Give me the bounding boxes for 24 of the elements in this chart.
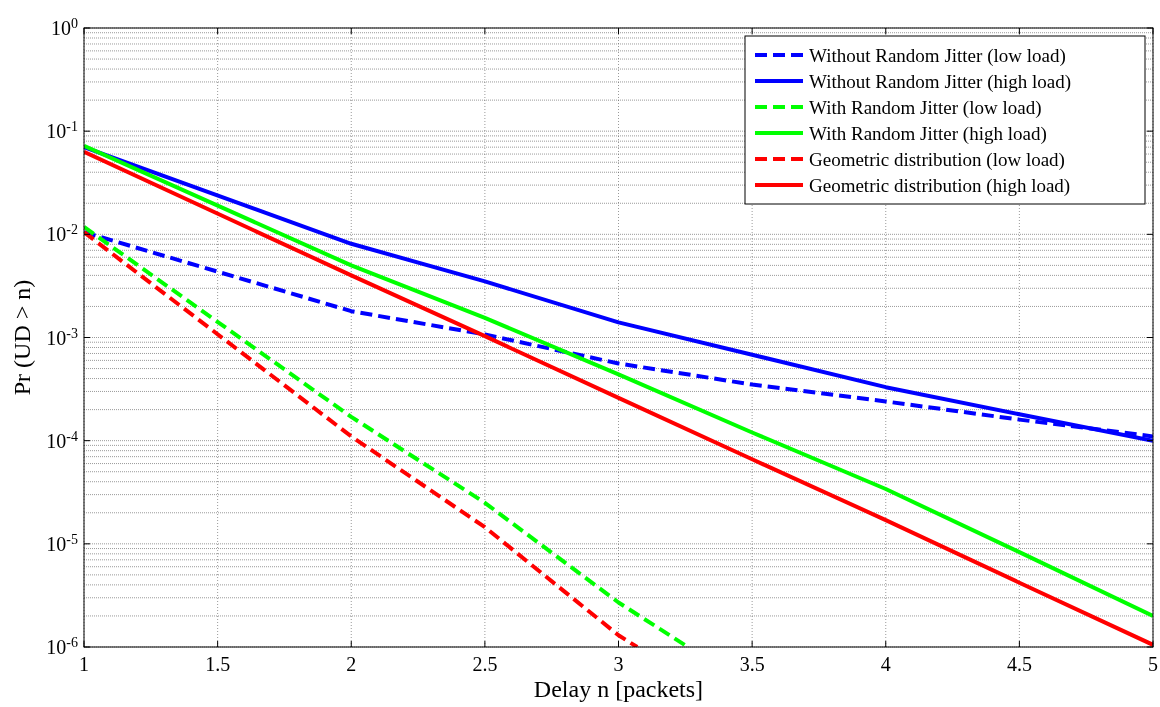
x-tick-label: 5	[1148, 653, 1158, 675]
y-tick-label: 10$^{-5}$	[46, 531, 78, 555]
x-tick-label: 2	[346, 653, 357, 675]
x-tick-label: 4	[880, 653, 891, 675]
x-tick-label: 2.5	[472, 653, 498, 675]
y-tick-label: 10$^{-4}$	[46, 428, 78, 452]
x-tick-label: 1	[79, 653, 89, 675]
y-tick-label: 10$^{-2}$	[46, 221, 78, 246]
y-axis-title: Pr (UD > n)	[9, 279, 35, 396]
x-axis-title: Delay n [packets]	[533, 676, 704, 702]
y-tick-label: 10$^{-1}$	[46, 118, 78, 143]
legend-label: With Random Jitter (high load)	[809, 123, 1047, 145]
legend-label: Geometric distribution (high load)	[809, 175, 1071, 197]
legend-label: Without Random Jitter (low load)	[809, 45, 1066, 67]
legend-label: With Random Jitter (low load)	[809, 97, 1042, 119]
y-tick-label: 10$^{-3}$	[46, 325, 78, 349]
x-tick-label: 3	[613, 653, 624, 675]
legend-label: Geometric distribution (low load)	[809, 149, 1065, 171]
y-tick-label: 10$^{0}$	[51, 15, 78, 39]
x-tick-label: 4.5	[1006, 653, 1032, 675]
x-tick-label: 1.5	[205, 653, 231, 675]
x-tick-label: 3.5	[739, 653, 765, 675]
y-tick-label: 10$^{-6}$	[46, 634, 78, 658]
legend-label: Without Random Jitter (high load)	[809, 71, 1072, 93]
